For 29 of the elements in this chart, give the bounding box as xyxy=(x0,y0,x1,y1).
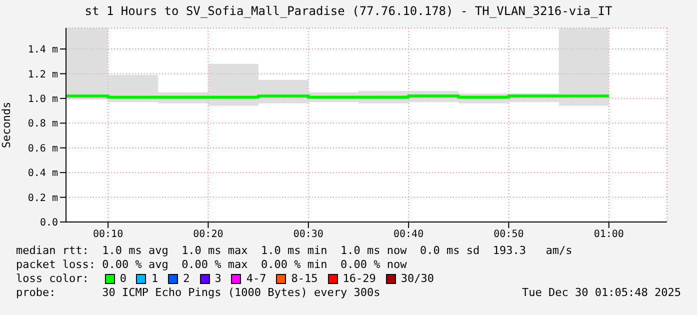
text: 16-29 xyxy=(342,272,376,286)
text: loss color: xyxy=(16,272,89,286)
x-tick-label: 00:30 xyxy=(293,229,324,240)
y-axis-title: Seconds xyxy=(0,102,13,148)
x-tick-label: 00:20 xyxy=(193,229,224,240)
y-tick-label: 0.6 m xyxy=(28,143,58,154)
text: 2 xyxy=(183,272,190,286)
x-tick-label: 00:50 xyxy=(494,229,524,240)
chart-title: st 1 Hours to SV_Sofia_Mall_Paradise (77.76.10.178) - TH_VLAN_3216-via_IT xyxy=(84,3,614,20)
text: 8-15 xyxy=(291,272,318,286)
y-tick-label: 0.4 m xyxy=(28,168,58,180)
y-tick-label: 0.8 m xyxy=(28,118,58,130)
text: 3 xyxy=(214,272,222,286)
text: Tue Dec 30 01:05:48 2025 xyxy=(522,286,681,300)
x-tick-label: 00:40 xyxy=(394,229,424,240)
y-tick-label: 0.2 m xyxy=(28,192,58,204)
text: packet loss: 0.00 % avg 0.00 % max 0.00 % min 0.00 % now xyxy=(16,258,408,272)
text: 1 xyxy=(151,272,158,286)
text: 30/30 xyxy=(400,272,434,286)
y-tick-label: 0.0 xyxy=(40,218,58,229)
text: 4-7 xyxy=(246,272,266,286)
text: median rtt: 1.0 ms avg 1.0 ms max 1.0 ms min 1.0 ms now 0.0 ms sd 193.3 am/s xyxy=(16,244,574,258)
text: 0 xyxy=(120,272,126,286)
y-tick-label: 1.0 m xyxy=(28,94,58,105)
x-tick-label: 00:10 xyxy=(93,229,124,240)
y-tick-label: 1.4 m xyxy=(28,44,58,56)
y-tick-label: 1.2 m xyxy=(28,69,58,80)
x-tick-label: 01:00 xyxy=(594,229,624,240)
text: probe: 30 ICMP Echo Pings (1000 Bytes) every 300s xyxy=(16,286,380,300)
